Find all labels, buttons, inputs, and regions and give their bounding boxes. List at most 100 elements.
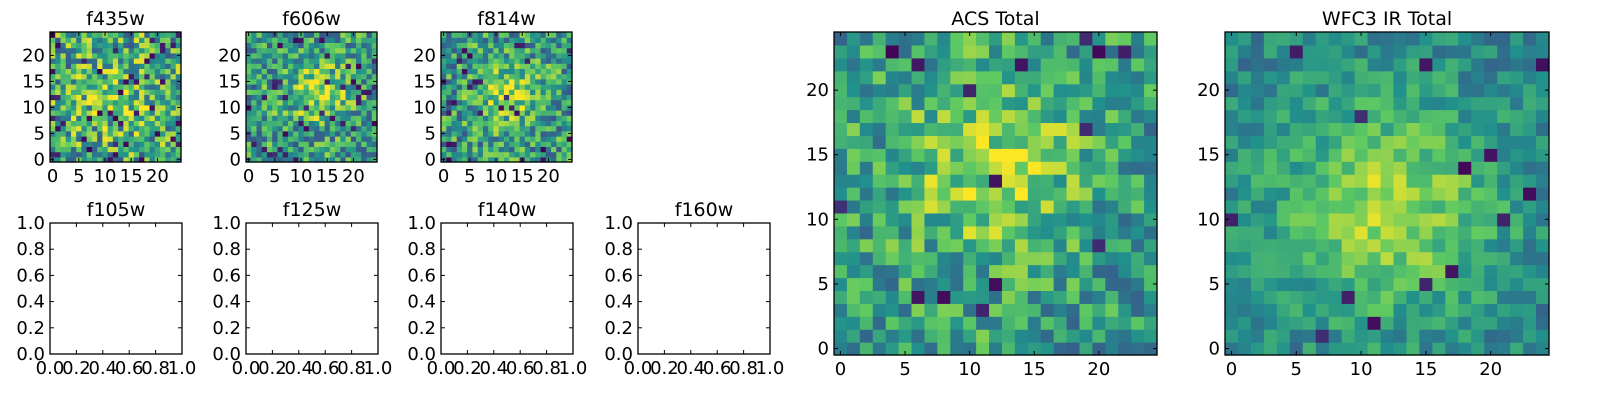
heatmap-cell	[165, 146, 172, 153]
heatmap-cell	[1105, 187, 1119, 201]
heatmap-cell	[1118, 96, 1132, 111]
heatmap-cell	[898, 32, 913, 46]
heatmap-cell	[356, 63, 362, 69]
y-tick-label: 0.4	[212, 292, 241, 313]
heatmap-cell	[298, 110, 305, 116]
heatmap-cell	[1118, 212, 1132, 227]
heatmap-cell	[144, 110, 151, 116]
heatmap-cell	[1092, 83, 1106, 98]
heatmap-cell	[498, 63, 505, 69]
heatmap-cell	[1001, 342, 1016, 356]
heatmap-cell	[472, 84, 479, 90]
heatmap-cell	[456, 136, 463, 142]
heatmap-cell	[1341, 109, 1356, 124]
heatmap-cell	[266, 130, 273, 137]
heatmap-cell	[1302, 290, 1317, 304]
heatmap-cell	[60, 141, 67, 147]
heatmap-cell	[519, 68, 526, 75]
heatmap-cell	[272, 141, 279, 147]
heatmap-cell	[251, 58, 258, 64]
heatmap-cell	[535, 136, 542, 142]
heatmap-cell	[118, 156, 124, 163]
heatmap-cell	[461, 68, 468, 75]
heatmap-cell	[1458, 161, 1472, 175]
y-tick-label: 0	[1209, 339, 1220, 360]
heatmap-cell	[1092, 44, 1106, 59]
heatmap-cell	[472, 52, 479, 59]
heatmap-cell	[1237, 32, 1252, 46]
heatmap-cell	[872, 225, 887, 240]
heatmap-cell	[1523, 212, 1537, 227]
heatmap-cell	[1510, 212, 1524, 227]
heatmap-cell	[175, 146, 182, 153]
heatmap-cell	[1458, 109, 1472, 124]
heatmap-cell	[1276, 329, 1291, 343]
heatmap-cell	[324, 99, 331, 106]
heatmap-cell	[963, 238, 977, 253]
heatmap-cell	[950, 135, 964, 149]
heatmap-cell	[107, 120, 114, 127]
heatmap-cell	[498, 156, 505, 163]
heatmap-cell	[1079, 212, 1093, 227]
heatmap-cell	[1225, 187, 1239, 201]
heatmap-cell	[133, 63, 140, 69]
heatmap-cell	[246, 120, 252, 127]
heatmap-cell	[1001, 44, 1016, 59]
heatmap-cell	[170, 115, 177, 121]
heatmap-cell	[551, 89, 557, 95]
heatmap-cell	[1432, 277, 1446, 291]
heatmap-cell	[556, 89, 563, 95]
heatmap-cell	[102, 151, 109, 158]
heatmap-cell	[170, 156, 177, 163]
heatmap-cell	[319, 58, 326, 64]
heatmap-cell	[1118, 277, 1132, 291]
heatmap-cell	[1289, 122, 1304, 136]
heatmap-cell	[1406, 187, 1420, 201]
heatmap-cell	[551, 42, 557, 49]
heatmap-cell	[859, 70, 874, 85]
heatmap-cell	[1380, 225, 1395, 240]
heatmap-cell	[102, 115, 109, 121]
heatmap-cell	[298, 52, 305, 59]
heatmap-cell	[1001, 329, 1016, 343]
heatmap-cell	[65, 104, 72, 111]
heatmap-cell	[1432, 135, 1446, 149]
heatmap-cell	[1497, 70, 1511, 85]
heatmap-cell	[556, 73, 563, 80]
heatmap-cell	[293, 73, 299, 80]
heatmap-cell	[885, 329, 900, 343]
heatmap-cell	[911, 329, 926, 343]
heatmap-cell	[107, 151, 114, 158]
heatmap-cell	[561, 136, 568, 142]
heatmap-cell	[1144, 329, 1158, 343]
heatmap-cell	[937, 83, 951, 98]
heatmap-cell	[1027, 122, 1042, 136]
heatmap-cell	[911, 316, 926, 330]
heatmap-cell	[859, 83, 874, 98]
heatmap-cell	[102, 47, 109, 54]
heatmap-cell	[118, 78, 124, 85]
heatmap-cell	[514, 104, 521, 111]
heatmap-cell	[128, 63, 135, 69]
heatmap-cell	[467, 63, 474, 69]
heatmap-cell	[963, 70, 977, 85]
heatmap-cell	[261, 73, 268, 80]
heatmap-cell	[1250, 212, 1265, 227]
heatmap-cell	[498, 146, 505, 153]
heatmap-cell	[170, 94, 177, 101]
heatmap-cell	[976, 238, 990, 253]
heatmap-cell	[319, 151, 326, 158]
heatmap-cell	[441, 110, 447, 116]
heatmap-cell	[545, 151, 552, 158]
heatmap-cell	[461, 130, 468, 137]
heatmap-cell	[1001, 32, 1016, 46]
heatmap-cell	[911, 303, 926, 317]
heatmap-cell	[1289, 32, 1304, 46]
heatmap-cell	[477, 47, 484, 54]
heatmap-cell	[298, 120, 305, 127]
heatmap-cell	[329, 115, 336, 121]
heatmap-cell	[498, 68, 505, 75]
heatmap-cell	[1225, 303, 1239, 317]
heatmap-cell	[1367, 316, 1382, 330]
heatmap-cell	[303, 94, 310, 101]
